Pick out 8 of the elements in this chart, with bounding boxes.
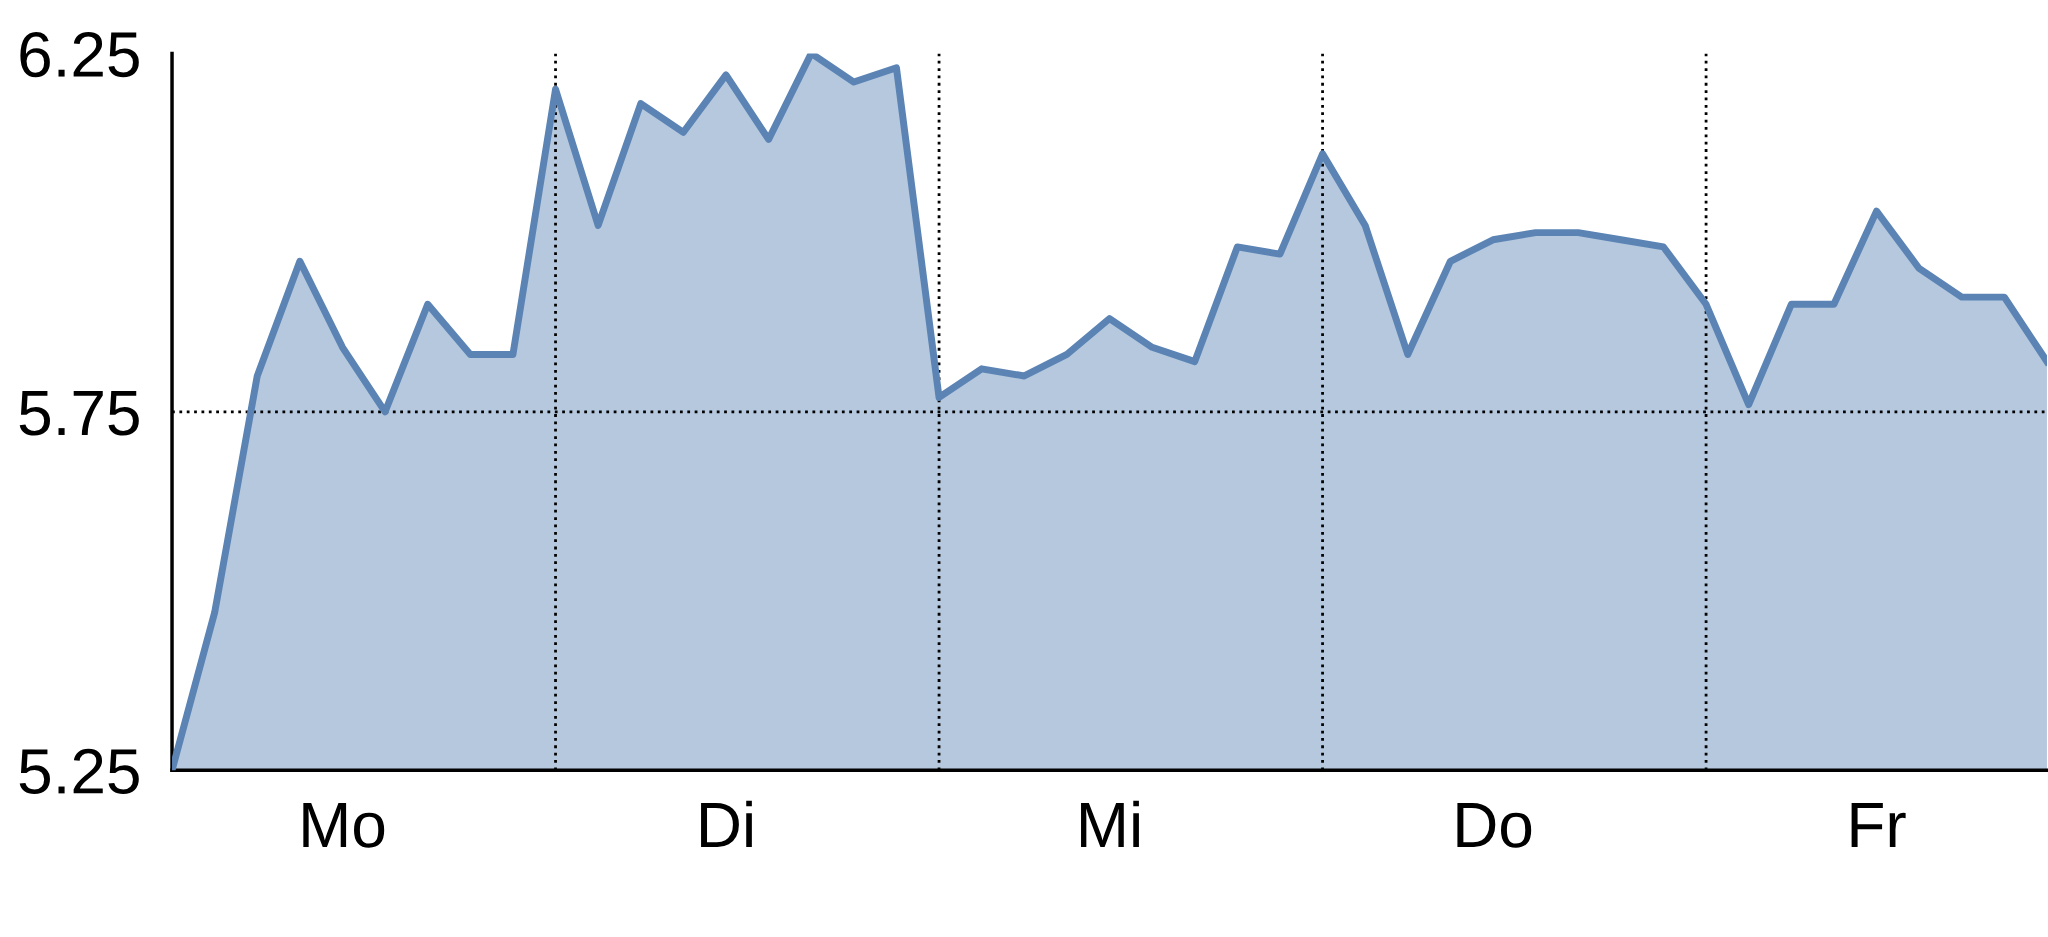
y-tick-label: 6.25 — [20, 31, 139, 78]
x-tick-label: Mo — [303, 803, 385, 848]
x-tick-label: Fr — [1851, 803, 1906, 848]
x-tick-label: Mi — [1081, 800, 1139, 848]
y-tick-label: 5.75 — [19, 391, 139, 436]
x-tick-label: Di — [701, 800, 752, 848]
x-tick-label: Do — [1457, 803, 1532, 848]
y-tick-label: 5.25 — [19, 748, 139, 794]
